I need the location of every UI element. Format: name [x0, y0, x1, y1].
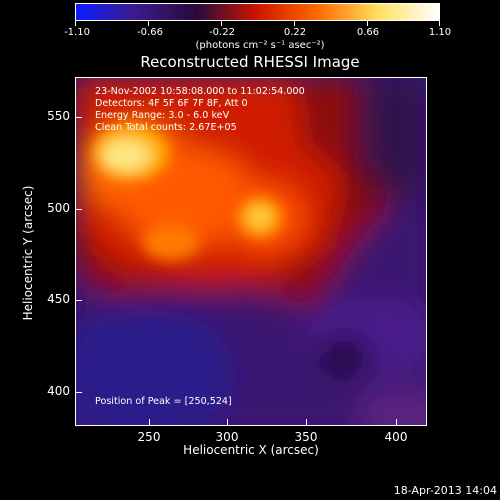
x-tick-label: 300 [215, 430, 239, 444]
colorbar-tick-label: 0.66 [356, 27, 380, 38]
y-tick-label: 550 [47, 109, 70, 123]
peak-position-label: Position of Peak = [250,524] [95, 396, 232, 407]
y-tick-label: 450 [47, 292, 70, 306]
detectors-label: Detectors: 4F 5F 6F 7F 8F, Att 0 [95, 98, 248, 109]
colorbar-tick-label: -0.22 [209, 27, 235, 38]
colorbar-tick-label: 1.10 [428, 27, 452, 38]
y-tick-label: 500 [47, 201, 70, 215]
x-tick-label: 400 [384, 430, 408, 444]
colorbar-unit-label: (photons cm⁻² s⁻¹ asec⁻²) [195, 40, 325, 51]
y-tick-label: 400 [47, 384, 70, 398]
x-tick-label: 350 [294, 430, 318, 444]
x-axis-label: Heliocentric X (arcsec) [183, 443, 319, 457]
colorbar-ticks: -1.10 -0.66 -0.22 0.22 0.66 1.10 [0, 0, 500, 60]
reconstructed-image [76, 78, 426, 425]
x-tick-label: 250 [137, 430, 161, 444]
colorbar [75, 3, 440, 21]
time-range-label: 23-Nov-2002 10:58:08.000 to 11:02:54.000 [95, 86, 305, 97]
colorbar-tick-label: -1.10 [64, 27, 90, 38]
energy-range-label: Energy Range: 3.0 - 6.0 keV [95, 110, 230, 121]
footer-timestamp: 18-Apr-2013 14:04 [393, 484, 497, 497]
clean-total-counts-label: Clean Total counts: 2.67E+05 [95, 122, 237, 133]
colorbar-tick-label: -0.66 [137, 27, 163, 38]
rhessi-image-plot: 23-Nov-2002 10:58:08.000 to 11:02:54.000… [75, 77, 427, 426]
plot-title: Reconstructed RHESSI Image [140, 53, 360, 71]
y-axis-label: Heliocentric Y (arcsec) [21, 185, 35, 321]
colorbar-tick-label: 0.22 [283, 27, 307, 38]
